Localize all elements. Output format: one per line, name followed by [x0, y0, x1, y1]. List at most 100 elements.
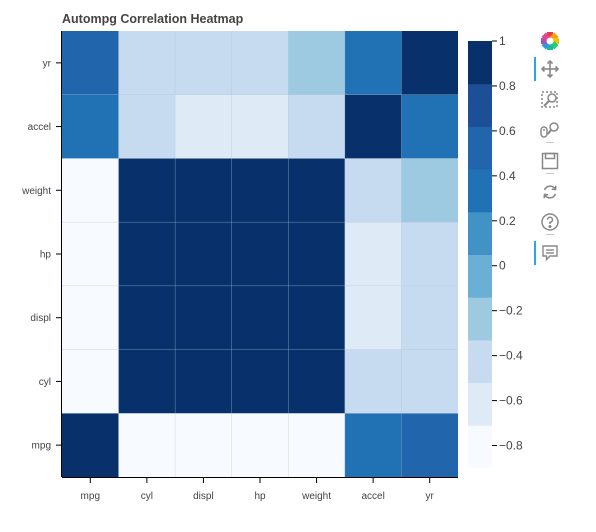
heatmap-cell-hp-accel	[344, 222, 402, 286]
color-bar-segment	[468, 169, 492, 213]
hover-tool-icon[interactable]	[532, 240, 568, 266]
heatmap-cell-mpg-mpg	[62, 413, 119, 477]
color-bar-segment	[468, 339, 492, 384]
color-bar-segment	[468, 425, 492, 469]
heatmap-cell-cyl-displ	[175, 349, 232, 414]
heatmap-cell-yr-weight	[288, 31, 345, 95]
toolbar-separator	[546, 173, 554, 174]
wheel-zoom-icon[interactable]	[532, 117, 568, 143]
color-bar-segment	[468, 126, 492, 170]
y-axis: mpg cyl displ hp weight accel yr	[21, 31, 62, 477]
heatmap-cell-weight-accel	[344, 158, 402, 223]
color-bar-tick-label: −0.4	[499, 349, 523, 363]
color-bar-tick-label: 0	[499, 259, 506, 273]
color-bar-segment	[468, 382, 492, 426]
heatmap-cell-yr-displ	[175, 31, 232, 95]
y-tick-label-weight: weight	[21, 186, 51, 197]
color-bar: 1 0.8 0.6 0.4 0.2 0 −0.2 −0.4 −0.6 −0.8	[468, 34, 523, 469]
heatmap-cell-cyl-accel	[344, 349, 402, 414]
y-tick-label-cyl: cyl	[39, 377, 51, 388]
color-bar-tick-label: −0.2	[499, 304, 523, 318]
heatmap-cell-accel-accel	[344, 94, 402, 159]
x-tick-label-cyl: cyl	[141, 491, 153, 502]
heatmap-cell-cyl-yr	[401, 349, 458, 414]
heatmap-cell-yr-hp	[231, 31, 289, 95]
heatmap-cell-displ-cyl	[118, 285, 176, 350]
toolbar-separator	[546, 142, 554, 143]
heatmap-cell-weight-mpg	[62, 158, 119, 223]
x-tick-label-accel: accel	[361, 491, 384, 502]
heatmap-cell-weight-yr	[401, 158, 458, 223]
heatmap-cell-yr-accel	[344, 31, 402, 95]
heatmap-cell-mpg-cyl	[118, 413, 176, 477]
heatmap-cell-mpg-displ	[175, 413, 232, 477]
x-tick-label-mpg: mpg	[81, 491, 100, 502]
heatmap-cell-mpg-yr	[401, 413, 458, 477]
heatmap-cell-hp-cyl	[118, 222, 176, 286]
heatmap-cells	[62, 31, 458, 477]
heatmap-cell-displ-accel	[344, 285, 402, 350]
heatmap-cell-accel-cyl	[118, 94, 176, 159]
heatmap-cell-accel-weight	[288, 94, 345, 159]
heatmap-cell-yr-yr	[401, 31, 458, 95]
box-zoom-icon[interactable]	[532, 87, 568, 113]
heatmap-cell-hp-weight	[288, 222, 345, 286]
color-bar-tick-label: 1	[499, 34, 506, 48]
bokeh-logo-icon[interactable]	[532, 28, 568, 54]
x-tick-label-yr: yr	[426, 491, 435, 502]
x-axis: mpg cyl displ hp weight accel yr	[62, 477, 458, 502]
heatmap-cell-cyl-mpg	[62, 349, 119, 414]
heatmap-cell-displ-hp	[231, 285, 289, 350]
heatmap-cell-weight-hp	[231, 158, 289, 223]
heatmap-cell-cyl-cyl	[118, 349, 176, 414]
color-bar-segment	[468, 211, 492, 255]
heatmap-cell-weight-cyl	[118, 158, 176, 223]
heatmap-cell-accel-displ	[175, 94, 232, 159]
heatmap-cell-hp-mpg	[62, 222, 119, 286]
heatmap-cell-mpg-hp	[231, 413, 289, 477]
color-bar-tick-label: 0.2	[499, 214, 516, 228]
heatmap-cell-displ-displ	[175, 285, 232, 350]
y-tick-label-mpg: mpg	[32, 441, 51, 452]
heatmap-cell-hp-yr	[401, 222, 458, 286]
color-bar-segment	[468, 83, 492, 127]
heatmap-cell-weight-displ	[175, 158, 232, 223]
x-tick-label-weight: weight	[301, 491, 331, 502]
color-bar-tick-label: 0.4	[499, 169, 516, 183]
heatmap-cell-mpg-accel	[344, 413, 402, 477]
heatmap-cell-displ-yr	[401, 285, 458, 350]
y-tick-label-displ: displ	[30, 313, 51, 324]
heatmap-cell-accel-hp	[231, 94, 289, 159]
heatmap-cell-mpg-weight	[288, 413, 345, 477]
color-bar-segment	[468, 297, 492, 341]
color-bar-tick-label: 0.6	[499, 124, 516, 138]
heatmap-gridlines	[62, 31, 458, 477]
color-bar-segment	[468, 254, 492, 298]
heatmap-cell-hp-hp	[231, 222, 289, 286]
reset-icon[interactable]	[532, 179, 568, 205]
x-tick-label-displ: displ	[193, 491, 214, 502]
heatmap-cell-displ-mpg	[62, 285, 119, 350]
heatmap-cell-cyl-hp	[231, 349, 289, 414]
pan-tool-icon[interactable]	[532, 56, 568, 82]
y-tick-label-accel: accel	[28, 122, 51, 133]
color-bar-tick-label: −0.6	[499, 394, 523, 408]
heatmap-cell-yr-cyl	[118, 31, 176, 95]
heatmap-cell-accel-mpg	[62, 94, 119, 159]
y-tick-label-yr: yr	[43, 58, 52, 69]
heatmap-cell-weight-weight	[288, 158, 345, 223]
color-bar-tick-label: −0.8	[499, 439, 523, 453]
color-bar-tick-label: 0.8	[499, 79, 516, 93]
color-bar-segment	[468, 41, 492, 85]
heatmap-cell-accel-yr	[401, 94, 458, 159]
heatmap-cell-displ-weight	[288, 285, 345, 350]
heatmap-cell-yr-mpg	[62, 31, 119, 95]
x-tick-label-hp: hp	[254, 491, 266, 502]
save-icon[interactable]	[532, 148, 568, 174]
help-icon[interactable]	[532, 209, 568, 235]
y-tick-label-hp: hp	[40, 250, 52, 261]
heatmap-cell-cyl-weight	[288, 349, 345, 414]
heatmap-cell-hp-displ	[175, 222, 232, 286]
chart-title: Autompg Correlation Heatmap	[62, 12, 244, 26]
